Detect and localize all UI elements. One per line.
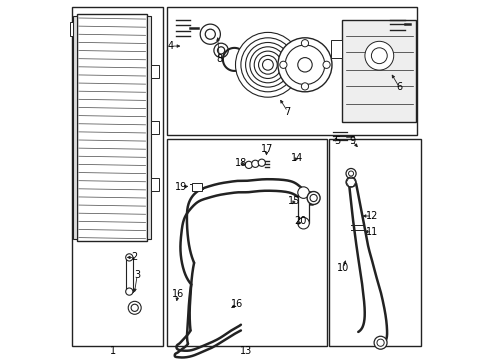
Circle shape [235, 32, 300, 97]
Circle shape [301, 40, 308, 47]
Bar [328, 139, 420, 346]
Circle shape [262, 59, 273, 70]
Circle shape [258, 55, 277, 74]
Circle shape [297, 217, 309, 229]
Bar [77, 14, 147, 241]
Bar [70, 22, 73, 36]
Circle shape [371, 48, 386, 64]
Circle shape [244, 161, 252, 168]
Circle shape [346, 168, 355, 179]
Text: 9: 9 [349, 136, 355, 146]
Text: 12: 12 [366, 211, 378, 221]
Bar [297, 193, 309, 223]
Circle shape [217, 47, 224, 54]
Circle shape [125, 254, 133, 261]
Text: 15: 15 [287, 196, 300, 206]
Circle shape [251, 160, 258, 167]
Text: 6: 6 [395, 82, 402, 92]
Text: 13: 13 [240, 346, 252, 356]
Circle shape [306, 192, 320, 204]
Text: 2: 2 [131, 252, 138, 262]
Bar [73, 16, 77, 239]
Circle shape [245, 42, 289, 87]
Circle shape [128, 301, 141, 314]
Circle shape [322, 61, 329, 68]
Circle shape [125, 288, 133, 295]
Circle shape [346, 177, 355, 187]
Circle shape [131, 304, 138, 311]
Bar [191, 183, 201, 191]
Circle shape [364, 41, 393, 70]
Text: 4: 4 [167, 41, 173, 51]
Bar [167, 139, 326, 346]
Circle shape [213, 43, 228, 58]
Circle shape [277, 38, 331, 92]
Bar [330, 40, 341, 58]
Circle shape [301, 83, 308, 90]
Text: 14: 14 [290, 153, 302, 163]
Bar [125, 257, 133, 292]
Text: 16: 16 [231, 299, 243, 309]
Text: 8: 8 [216, 54, 222, 64]
Circle shape [279, 61, 286, 68]
Circle shape [348, 171, 353, 176]
Circle shape [241, 38, 294, 92]
Circle shape [297, 58, 311, 72]
Circle shape [373, 336, 386, 349]
Circle shape [285, 45, 324, 85]
Bar [151, 121, 159, 134]
Circle shape [297, 187, 309, 198]
Bar [151, 178, 159, 191]
Text: 1: 1 [110, 346, 116, 356]
Circle shape [258, 159, 265, 166]
Text: 20: 20 [293, 216, 306, 226]
Circle shape [254, 51, 281, 78]
Bar [151, 65, 159, 77]
Circle shape [205, 29, 215, 39]
Text: 3: 3 [134, 270, 140, 280]
Text: 17: 17 [260, 144, 272, 154]
Bar [342, 20, 415, 122]
Circle shape [200, 24, 220, 44]
Bar [167, 7, 416, 135]
Text: 19: 19 [175, 182, 187, 192]
Circle shape [249, 47, 285, 83]
Text: 11: 11 [366, 227, 378, 237]
Circle shape [376, 339, 384, 346]
Text: 18: 18 [234, 158, 246, 168]
Text: 10: 10 [337, 263, 349, 273]
Text: 5: 5 [333, 136, 340, 146]
Text: 16: 16 [171, 289, 183, 300]
Circle shape [309, 194, 317, 202]
Bar [147, 16, 151, 239]
Text: 7: 7 [284, 107, 290, 117]
Bar [72, 7, 163, 346]
